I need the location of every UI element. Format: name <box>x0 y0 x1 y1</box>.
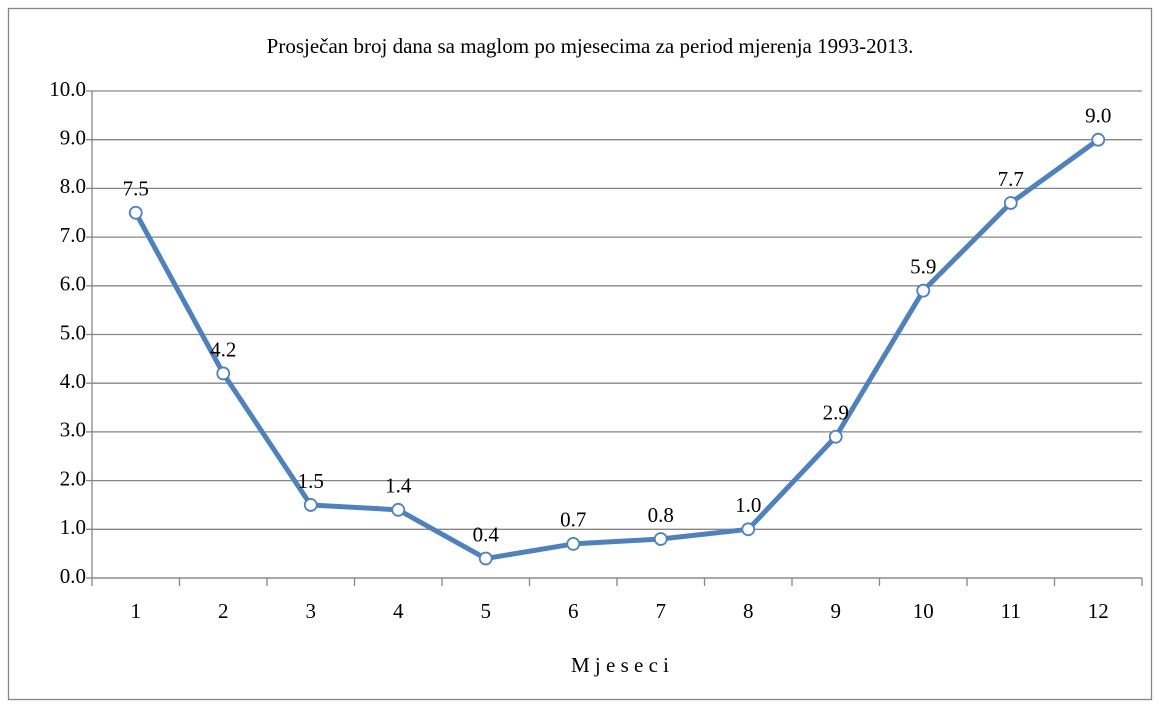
y-tick-label: 3.0 <box>60 418 86 442</box>
data-label: 4.2 <box>210 337 236 361</box>
y-tick-label: 0.0 <box>60 564 86 588</box>
y-tick-label: 8.0 <box>60 174 86 198</box>
data-point <box>741 522 756 537</box>
data-label: 0.8 <box>648 503 674 527</box>
y-tick-label: 9.0 <box>60 126 86 150</box>
chart-border <box>7 7 1153 701</box>
x-tick-label: 9 <box>831 599 842 623</box>
chart-title: Prosječan broj dana sa maglom po mjeseci… <box>267 34 914 58</box>
x-tick-label: 1 <box>131 599 142 623</box>
y-tick-label: 2.0 <box>60 466 86 490</box>
data-point <box>1091 132 1106 147</box>
y-tick-label: 10.0 <box>49 77 86 101</box>
data-point <box>1003 196 1018 210</box>
data-label: 1.5 <box>298 469 324 493</box>
data-point <box>128 205 143 220</box>
data-point <box>653 532 668 546</box>
data-point <box>391 502 406 517</box>
x-tick-label: 7 <box>656 599 667 623</box>
x-tick-label: 2 <box>218 599 229 623</box>
x-tick-label: 11 <box>1001 599 1021 623</box>
data-point <box>566 537 581 551</box>
data-point <box>916 283 931 298</box>
data-point <box>303 498 318 512</box>
x-tick-label: 3 <box>306 599 317 623</box>
data-label: 0.7 <box>560 508 586 532</box>
x-tick-label: 10 <box>913 599 934 623</box>
data-label: 2.9 <box>823 401 849 425</box>
y-tick-label: 5.0 <box>60 320 86 344</box>
y-tick-label: 6.0 <box>60 272 86 296</box>
data-label: 1.4 <box>385 474 412 498</box>
data-label: 1.0 <box>735 493 761 517</box>
data-point <box>828 429 843 444</box>
x-axis-label: M j e s e c i <box>571 653 669 677</box>
x-tick-label: 12 <box>1088 599 1109 623</box>
x-tick-label: 6 <box>568 599 579 623</box>
data-label: 9.0 <box>1085 104 1111 128</box>
series-line <box>133 137 1100 562</box>
y-tick-label: 1.0 <box>60 515 86 539</box>
x-tick-label: 5 <box>481 599 492 623</box>
x-tick-label: 8 <box>743 599 754 623</box>
data-label: 5.9 <box>910 254 936 278</box>
data-label: 7.5 <box>123 177 149 201</box>
data-point <box>216 366 231 381</box>
data-label: 7.7 <box>998 167 1024 191</box>
y-tick-label: 4.0 <box>60 369 86 393</box>
x-tick-label: 4 <box>393 599 404 623</box>
data-point <box>478 551 493 566</box>
y-tick-label: 7.0 <box>60 223 86 247</box>
data-label: 0.4 <box>473 522 500 546</box>
